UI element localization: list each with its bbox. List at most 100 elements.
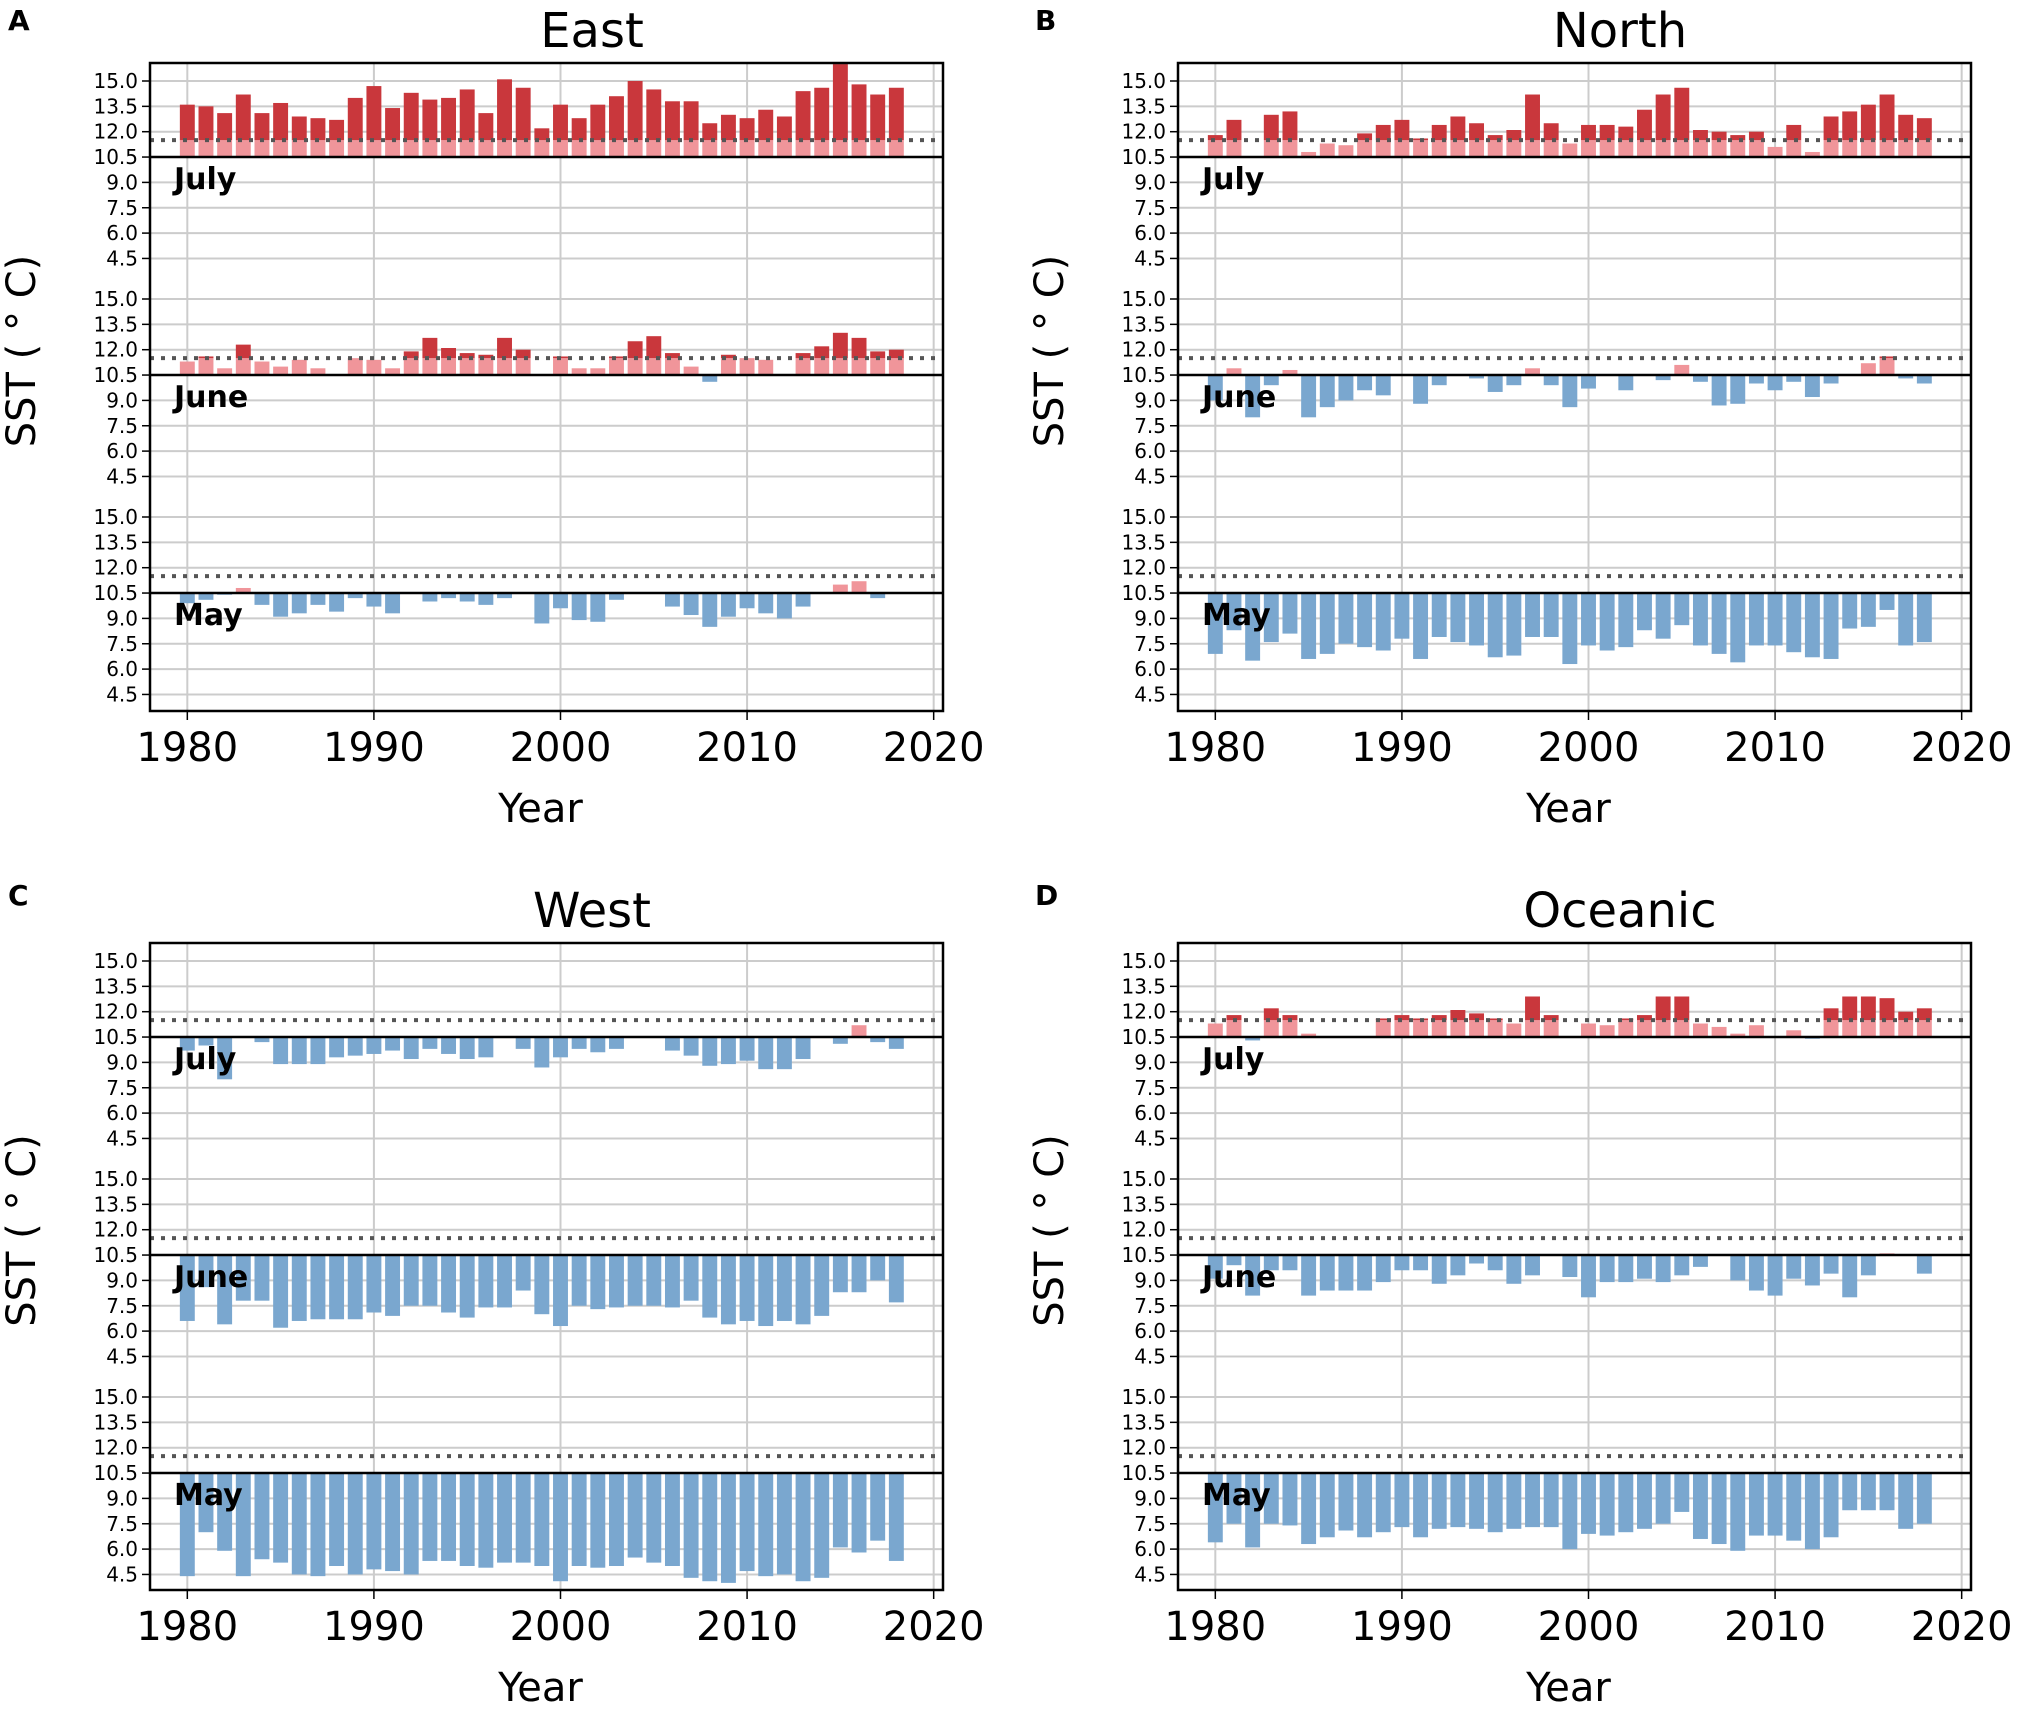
bar — [1581, 1255, 1596, 1298]
bar — [795, 91, 811, 141]
bar — [1860, 593, 1876, 627]
bar — [1674, 364, 1690, 376]
bar — [347, 1037, 363, 1056]
bar-lower — [1879, 140, 1895, 158]
bar-lower — [814, 358, 830, 376]
bar — [702, 1473, 718, 1582]
bar — [1543, 1015, 1559, 1021]
bar — [1263, 593, 1279, 643]
bar — [1450, 1473, 1466, 1528]
bar — [1860, 363, 1876, 376]
bar — [758, 1037, 774, 1070]
y-tick-label: 12.0 — [93, 556, 138, 580]
bar — [1319, 1255, 1335, 1291]
bar — [347, 1255, 363, 1320]
bar-lower — [1618, 140, 1634, 158]
bar — [291, 359, 307, 376]
y-tick-label: 9.0 — [1134, 1050, 1166, 1074]
bar — [254, 593, 270, 605]
y-tick-label: 4.5 — [1134, 682, 1166, 706]
bar — [1506, 1023, 1522, 1038]
y-tick-label: 6.0 — [106, 221, 138, 245]
y-tick-label: 10.5 — [93, 363, 138, 387]
y-tick-label: 10.5 — [1121, 1461, 1166, 1485]
month-label: June — [1200, 1260, 1276, 1295]
y-tick-label: 15.0 — [93, 1385, 138, 1409]
y-tick-label: 10.5 — [1121, 581, 1166, 605]
bar — [1506, 375, 1522, 386]
bar-lower — [646, 358, 662, 376]
bar — [1226, 119, 1242, 141]
bar — [1748, 1473, 1764, 1536]
bar — [478, 1473, 494, 1568]
bar — [1338, 1255, 1354, 1291]
bar — [1842, 1255, 1858, 1298]
bar — [1375, 593, 1391, 651]
bar — [1655, 1473, 1671, 1524]
y-tick-label: 9.0 — [1134, 388, 1166, 412]
y-tick-label: 7.5 — [106, 1076, 138, 1100]
bar — [609, 356, 624, 359]
bar — [441, 348, 457, 359]
bar — [851, 1025, 867, 1038]
bar — [366, 593, 382, 607]
bar — [1618, 593, 1634, 648]
y-tick-label: 10.5 — [93, 1025, 138, 1049]
x-tick-label: 2000 — [510, 1604, 612, 1650]
bar — [1655, 593, 1671, 639]
bar-lower — [720, 358, 736, 376]
bar — [478, 593, 494, 605]
bar — [403, 92, 419, 141]
bar — [1823, 375, 1839, 384]
y-tick-label: 10.5 — [1121, 1243, 1166, 1267]
bar — [776, 1255, 792, 1321]
bar — [385, 1473, 401, 1572]
bar — [683, 1037, 699, 1056]
bar — [832, 64, 848, 141]
bar-lower — [1916, 1020, 1932, 1038]
y-tick-label: 13.5 — [1121, 1192, 1166, 1216]
y-tick-label: 15.0 — [93, 1167, 138, 1191]
bar — [1319, 375, 1335, 408]
bar — [534, 593, 550, 624]
y-axis-label: SST ( ° C) — [1027, 255, 1073, 448]
bar — [832, 1255, 848, 1293]
bar — [1245, 375, 1261, 418]
bar — [291, 116, 307, 141]
y-tick-label: 13.5 — [1121, 312, 1166, 336]
bar-lower — [1450, 1020, 1466, 1038]
bar-lower — [758, 140, 774, 158]
bar — [739, 1037, 755, 1061]
bar — [1394, 119, 1410, 141]
bar — [497, 1255, 512, 1308]
bar — [1786, 1473, 1802, 1541]
bar — [1525, 94, 1540, 141]
bar — [1245, 1037, 1261, 1041]
bar — [1394, 1015, 1410, 1021]
bar — [776, 1473, 792, 1575]
bar — [590, 368, 606, 376]
bar — [179, 1037, 195, 1051]
bar — [1637, 593, 1652, 631]
bar — [1916, 375, 1932, 384]
bar — [217, 368, 233, 376]
plot-frame — [1176, 61, 1973, 713]
bar — [795, 593, 811, 607]
bar — [1804, 1255, 1820, 1286]
bar — [310, 1037, 326, 1065]
bar-lower — [1692, 140, 1708, 158]
x-tick-label: 2010 — [696, 725, 798, 771]
bar-lower — [1525, 140, 1540, 158]
y-tick-label: 10.5 — [93, 1461, 138, 1485]
bar — [590, 1473, 606, 1568]
bar-lower — [534, 140, 550, 158]
bar — [1431, 1255, 1447, 1284]
bar — [571, 1473, 587, 1566]
month-label: June — [172, 380, 248, 415]
bar — [795, 1473, 811, 1582]
y-tick-label: 13.5 — [93, 530, 138, 554]
x-tick-label: 1980 — [136, 1604, 238, 1650]
bar — [664, 1473, 680, 1566]
bar — [609, 1037, 624, 1049]
bar — [1842, 1473, 1858, 1511]
